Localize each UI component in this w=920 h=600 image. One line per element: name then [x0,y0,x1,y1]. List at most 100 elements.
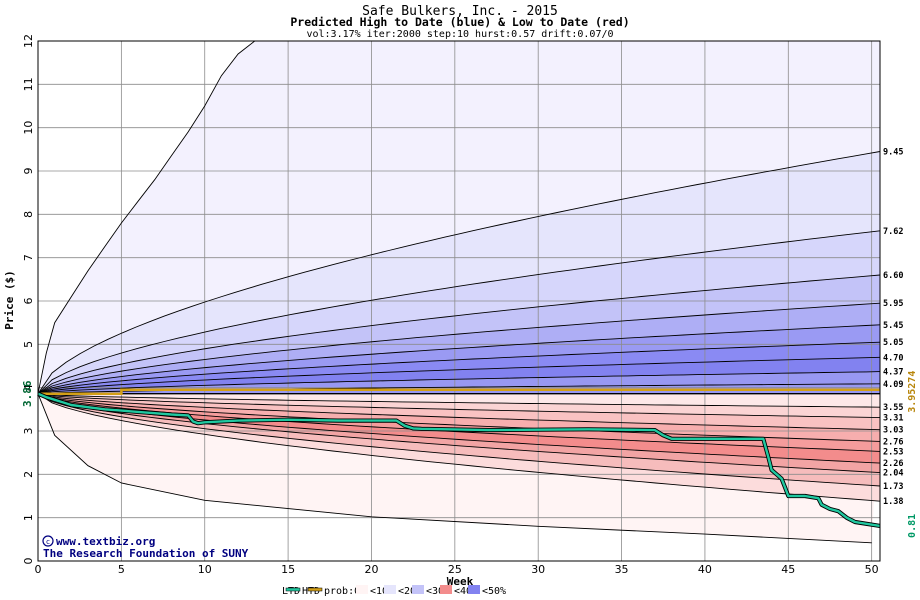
low-curve-label-2: 3.03 [883,426,903,436]
high-curve-label-3: 5.95 [883,299,903,309]
quantile-curve-1 [37,230,881,395]
high-curve-label-6: 4.70 [883,353,903,363]
x-tick-label-50: 50 [865,563,879,576]
series-lines [37,388,881,528]
legend-swatch-6 [440,585,452,594]
x-tick-label-45: 45 [781,563,795,576]
x-tick-label-25: 25 [448,563,462,576]
quantile-curve-15 [37,393,881,474]
band-high-3 [38,303,880,394]
y-tick-label-2: 2 [22,471,35,478]
low-curve-label-6: 2.04 [883,469,903,479]
y-tick-label-5: 5 [22,341,35,348]
x-tick-label-20: 20 [364,563,378,576]
quantile-curve-6 [37,356,881,395]
quantile-curve-9 [37,393,881,408]
high-curve-label-5: 5.05 [883,338,903,348]
legend: LTD HTD prob:0% <10% <20% <30% <40% <50% [282,585,506,597]
credit-site: www.textbiz.org [56,535,155,548]
value-labels: 9.45 7.62 6.60 5.95 5.45 5.05 4.70 4.37 4.09 3.55… [21,148,918,538]
legend-item-1: HTD [302,586,320,597]
x-tick-label-5: 5 [118,563,125,576]
y-tick-label-4: 4 [22,384,35,391]
low-curve-label-7: 1.73 [883,482,903,492]
band-high-5 [38,342,880,394]
high-curve-label-2: 6.60 [883,271,903,281]
legend-item-0: LTD [282,586,300,597]
x-tick-label-30: 30 [531,563,545,576]
band-low-7 [38,393,880,486]
prob-line [38,388,880,395]
quantile-curve-0 [37,151,881,394]
quantile-curve-2 [37,274,881,395]
quantile-curve-4 [37,324,881,395]
y-tick-label-11: 11 [22,77,35,91]
band-low-2 [38,393,880,430]
outer-high-curve [37,40,256,394]
y-tick-label-0: 0 [22,558,35,565]
legend-item-7: <50% [482,586,506,597]
x-axis-label: Week [447,575,474,588]
grid-lines [37,40,880,562]
y-axis-label: Price ($) [3,270,16,330]
copyright-glyph: c [46,538,50,546]
x-tick-label-35: 35 [615,563,629,576]
x-tick-label-40: 40 [698,563,712,576]
high-curve-label-7: 4.37 [883,368,903,378]
quantile-curve-5 [37,341,881,395]
low-curve-label-8: 1.38 [883,497,903,507]
quantile-curve-3 [37,302,881,395]
quantile-curve-11 [37,393,881,431]
quantile-curve-7 [37,371,881,395]
credits: c www.textbiz.org The Research Foundatio… [42,535,249,560]
low-curve-label-4: 2.53 [883,447,903,457]
low-curve-label-3: 2.76 [883,437,903,447]
band-high-0 [38,151,880,394]
band-high-6 [38,357,880,394]
quantile-curve-17 [37,393,881,502]
band-high-2 [38,275,880,394]
band-low-0 [38,393,880,408]
x-tick-label-0: 0 [35,563,42,576]
legend-item-5: <30% [426,586,450,597]
plot-frame [37,40,881,562]
legend-swatch-1 [285,587,301,592]
y-tick-label-7: 7 [22,254,35,261]
chart-subtitle: Predicted High to Date (blue) & Low to D… [290,15,629,29]
band-low-5 [38,393,880,464]
chart-title: Safe Bulkers, Inc. - 2015 [362,4,558,19]
legend-item-3: <10% [370,586,394,597]
copyright-icon [42,535,54,547]
low-curve-label-1: 3.31 [883,414,903,424]
y-tick-label-10: 10 [22,121,35,135]
band-high-7 [38,371,880,394]
legend-swatch-3 [356,585,368,594]
credit-org: The Research Foundation of SUNY [43,547,249,560]
outer-low-curve [37,393,872,544]
y-tick-label-9: 9 [22,168,35,175]
chart-params: vol:3.17% iter:2000 step:10 hurst:0.57 d… [306,29,613,40]
y-tick-label-6: 6 [22,298,35,305]
legend-item-4: <20% [398,586,422,597]
legend-item-6: <40% [454,586,478,597]
legend-item-2: prob:0% [324,586,366,597]
legend-swatch-2 [307,587,323,592]
high-curve-label-4: 5.45 [883,321,903,331]
quantile-curve-14 [37,393,881,464]
x-tick-label-15: 15 [281,563,295,576]
low-curve-label-5: 2.26 [883,459,903,469]
band-low-6 [38,393,880,473]
legend-swatch-7 [468,585,480,594]
legend-swatch-5 [412,585,424,594]
low-curve-label-0: 3.55 [883,403,903,413]
high-curve-label-8: 4.09 [883,380,903,390]
x-tick-label-10: 10 [198,563,212,576]
high-curve-label-0: 9.45 [883,148,903,158]
y-tick-label-12: 12 [22,34,35,48]
htd-path [37,392,881,528]
start-price-label: 3.86 [21,380,34,407]
high-curve-label-1: 7.62 [883,227,903,237]
quantile-curve-10 [37,393,881,419]
